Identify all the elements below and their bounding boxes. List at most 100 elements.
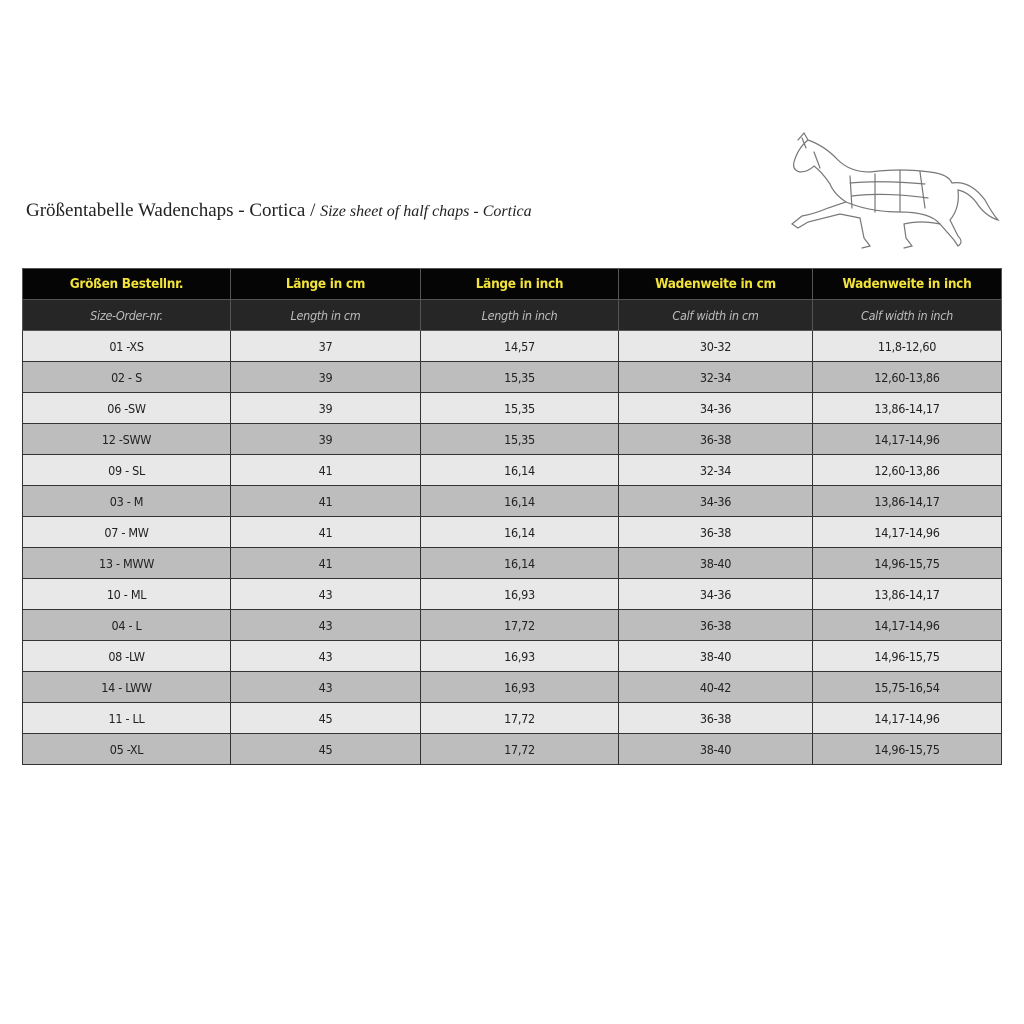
table-cell: 38-40 — [618, 547, 813, 579]
table-cell: 15,35 — [420, 392, 619, 424]
table-cell: 30-32 — [618, 330, 813, 362]
table-cell: 17,72 — [420, 733, 619, 765]
page-title: Größentabelle Wadenchaps - Cortica / Siz… — [26, 200, 532, 222]
table-cell: 13 - MWW — [22, 547, 231, 579]
table-cell: 14,96-15,75 — [812, 640, 1002, 672]
table-row: 07 - MW 41 16,14 36-38 14,17-14,96 — [22, 516, 1002, 548]
table-row: 13 - MWW 41 16,14 38-40 14,96-15,75 — [22, 547, 1002, 579]
table-cell: 40-42 — [618, 671, 813, 703]
table-cell: 39 — [230, 392, 421, 424]
table-cell: 05 -XL — [22, 733, 231, 765]
table-cell: 02 - S — [22, 361, 231, 393]
table-cell: 03 - M — [22, 485, 231, 517]
table-cell: 08 -LW — [22, 640, 231, 672]
column-subheader: Calf width in inch — [812, 299, 1002, 331]
table-row: 04 - L 43 17,72 36-38 14,17-14,96 — [22, 609, 1002, 641]
table-cell: 36-38 — [618, 516, 813, 548]
column-header: Wadenweite in cm — [618, 268, 813, 300]
table-cell: 36-38 — [618, 609, 813, 641]
table-cell: 12 -SWW — [22, 423, 231, 455]
table-cell: 09 - SL — [22, 454, 231, 486]
table-cell: 14,17-14,96 — [812, 423, 1002, 455]
table-cell: 41 — [230, 516, 421, 548]
table-cell: 32-34 — [618, 454, 813, 486]
table-cell: 13,86-14,17 — [812, 578, 1002, 610]
table-cell: 41 — [230, 454, 421, 486]
table-row: 02 - S 39 15,35 32-34 12,60-13,86 — [22, 361, 1002, 393]
table-cell: 41 — [230, 547, 421, 579]
column-header: Länge in inch — [420, 268, 619, 300]
table-cell: 14,17-14,96 — [812, 609, 1002, 641]
table-cell: 38-40 — [618, 640, 813, 672]
table-row: 03 - M 41 16,14 34-36 13,86-14,17 — [22, 485, 1002, 517]
column-subheader: Length in cm — [230, 299, 421, 331]
table-cell: 43 — [230, 609, 421, 641]
title-english: Size sheet of half chaps - Cortica — [320, 203, 532, 220]
table-cell: 39 — [230, 361, 421, 393]
table-row: 08 -LW 43 16,93 38-40 14,96-15,75 — [22, 640, 1002, 672]
horse-illustration — [790, 131, 1000, 249]
table-cell: 15,35 — [420, 361, 619, 393]
table-cell: 14,96-15,75 — [812, 733, 1002, 765]
table-cell: 41 — [230, 485, 421, 517]
table-cell: 14,96-15,75 — [812, 547, 1002, 579]
table-cell: 07 - MW — [22, 516, 231, 548]
table-cell: 38-40 — [618, 733, 813, 765]
table-cell: 16,93 — [420, 671, 619, 703]
table-row: 14 - LWW 43 16,93 40-42 15,75-16,54 — [22, 671, 1002, 703]
table-cell: 14,57 — [420, 330, 619, 362]
table-cell: 16,93 — [420, 578, 619, 610]
table-row: 05 -XL 45 17,72 38-40 14,96-15,75 — [22, 733, 1002, 765]
title-german: Größentabelle Wadenchaps - Cortica / — [26, 200, 316, 221]
table-cell: 32-34 — [618, 361, 813, 393]
table-cell: 45 — [230, 702, 421, 734]
size-table: Größen Bestellnr. Länge in cm Länge in inc… — [22, 268, 1002, 765]
table-cell: 34-36 — [618, 392, 813, 424]
table-cell: 13,86-14,17 — [812, 392, 1002, 424]
table-cell: 13,86-14,17 — [812, 485, 1002, 517]
table-row: 12 -SWW 39 15,35 36-38 14,17-14,96 — [22, 423, 1002, 455]
column-header: Länge in cm — [230, 268, 421, 300]
table-cell: 37 — [230, 330, 421, 362]
table-cell: 16,93 — [420, 640, 619, 672]
table-cell: 36-38 — [618, 702, 813, 734]
column-header: Größen Bestellnr. — [22, 268, 231, 300]
table-cell: 11,8-12,60 — [812, 330, 1002, 362]
subheader-row: Size-Order-nr. Length in cm Length in inch… — [22, 299, 1002, 331]
table-cell: 16,14 — [420, 454, 619, 486]
table-cell: 39 — [230, 423, 421, 455]
table-cell: 12,60-13,86 — [812, 454, 1002, 486]
table-cell: 16,14 — [420, 547, 619, 579]
table-cell: 43 — [230, 578, 421, 610]
table-cell: 14 - LWW — [22, 671, 231, 703]
table-cell: 43 — [230, 671, 421, 703]
table-cell: 01 -XS — [22, 330, 231, 362]
table-cell: 14,17-14,96 — [812, 516, 1002, 548]
table-cell: 34-36 — [618, 578, 813, 610]
column-subheader: Length in inch — [420, 299, 619, 331]
table-cell: 17,72 — [420, 702, 619, 734]
table-cell: 34-36 — [618, 485, 813, 517]
table-row: 09 - SL 41 16,14 32-34 12,60-13,86 — [22, 454, 1002, 486]
table-cell: 04 - L — [22, 609, 231, 641]
table-cell: 11 - LL — [22, 702, 231, 734]
table-cell: 16,14 — [420, 516, 619, 548]
table-cell: 15,75-16,54 — [812, 671, 1002, 703]
column-subheader: Calf width in cm — [618, 299, 813, 331]
table-row: 11 - LL 45 17,72 36-38 14,17-14,96 — [22, 702, 1002, 734]
table-cell: 43 — [230, 640, 421, 672]
table-cell: 14,17-14,96 — [812, 702, 1002, 734]
table-cell: 15,35 — [420, 423, 619, 455]
table-cell: 16,14 — [420, 485, 619, 517]
header-row: Größen Bestellnr. Länge in cm Länge in inc… — [22, 268, 1002, 300]
table-cell: 10 - ML — [22, 578, 231, 610]
column-header: Wadenweite in inch — [812, 268, 1002, 300]
table-cell: 17,72 — [420, 609, 619, 641]
column-subheader: Size-Order-nr. — [22, 299, 231, 331]
table-row: 01 -XS 37 14,57 30-32 11,8-12,60 — [22, 330, 1002, 362]
table-cell: 36-38 — [618, 423, 813, 455]
table-cell: 12,60-13,86 — [812, 361, 1002, 393]
table-cell: 45 — [230, 733, 421, 765]
table-cell: 06 -SW — [22, 392, 231, 424]
table-row: 06 -SW 39 15,35 34-36 13,86-14,17 — [22, 392, 1002, 424]
